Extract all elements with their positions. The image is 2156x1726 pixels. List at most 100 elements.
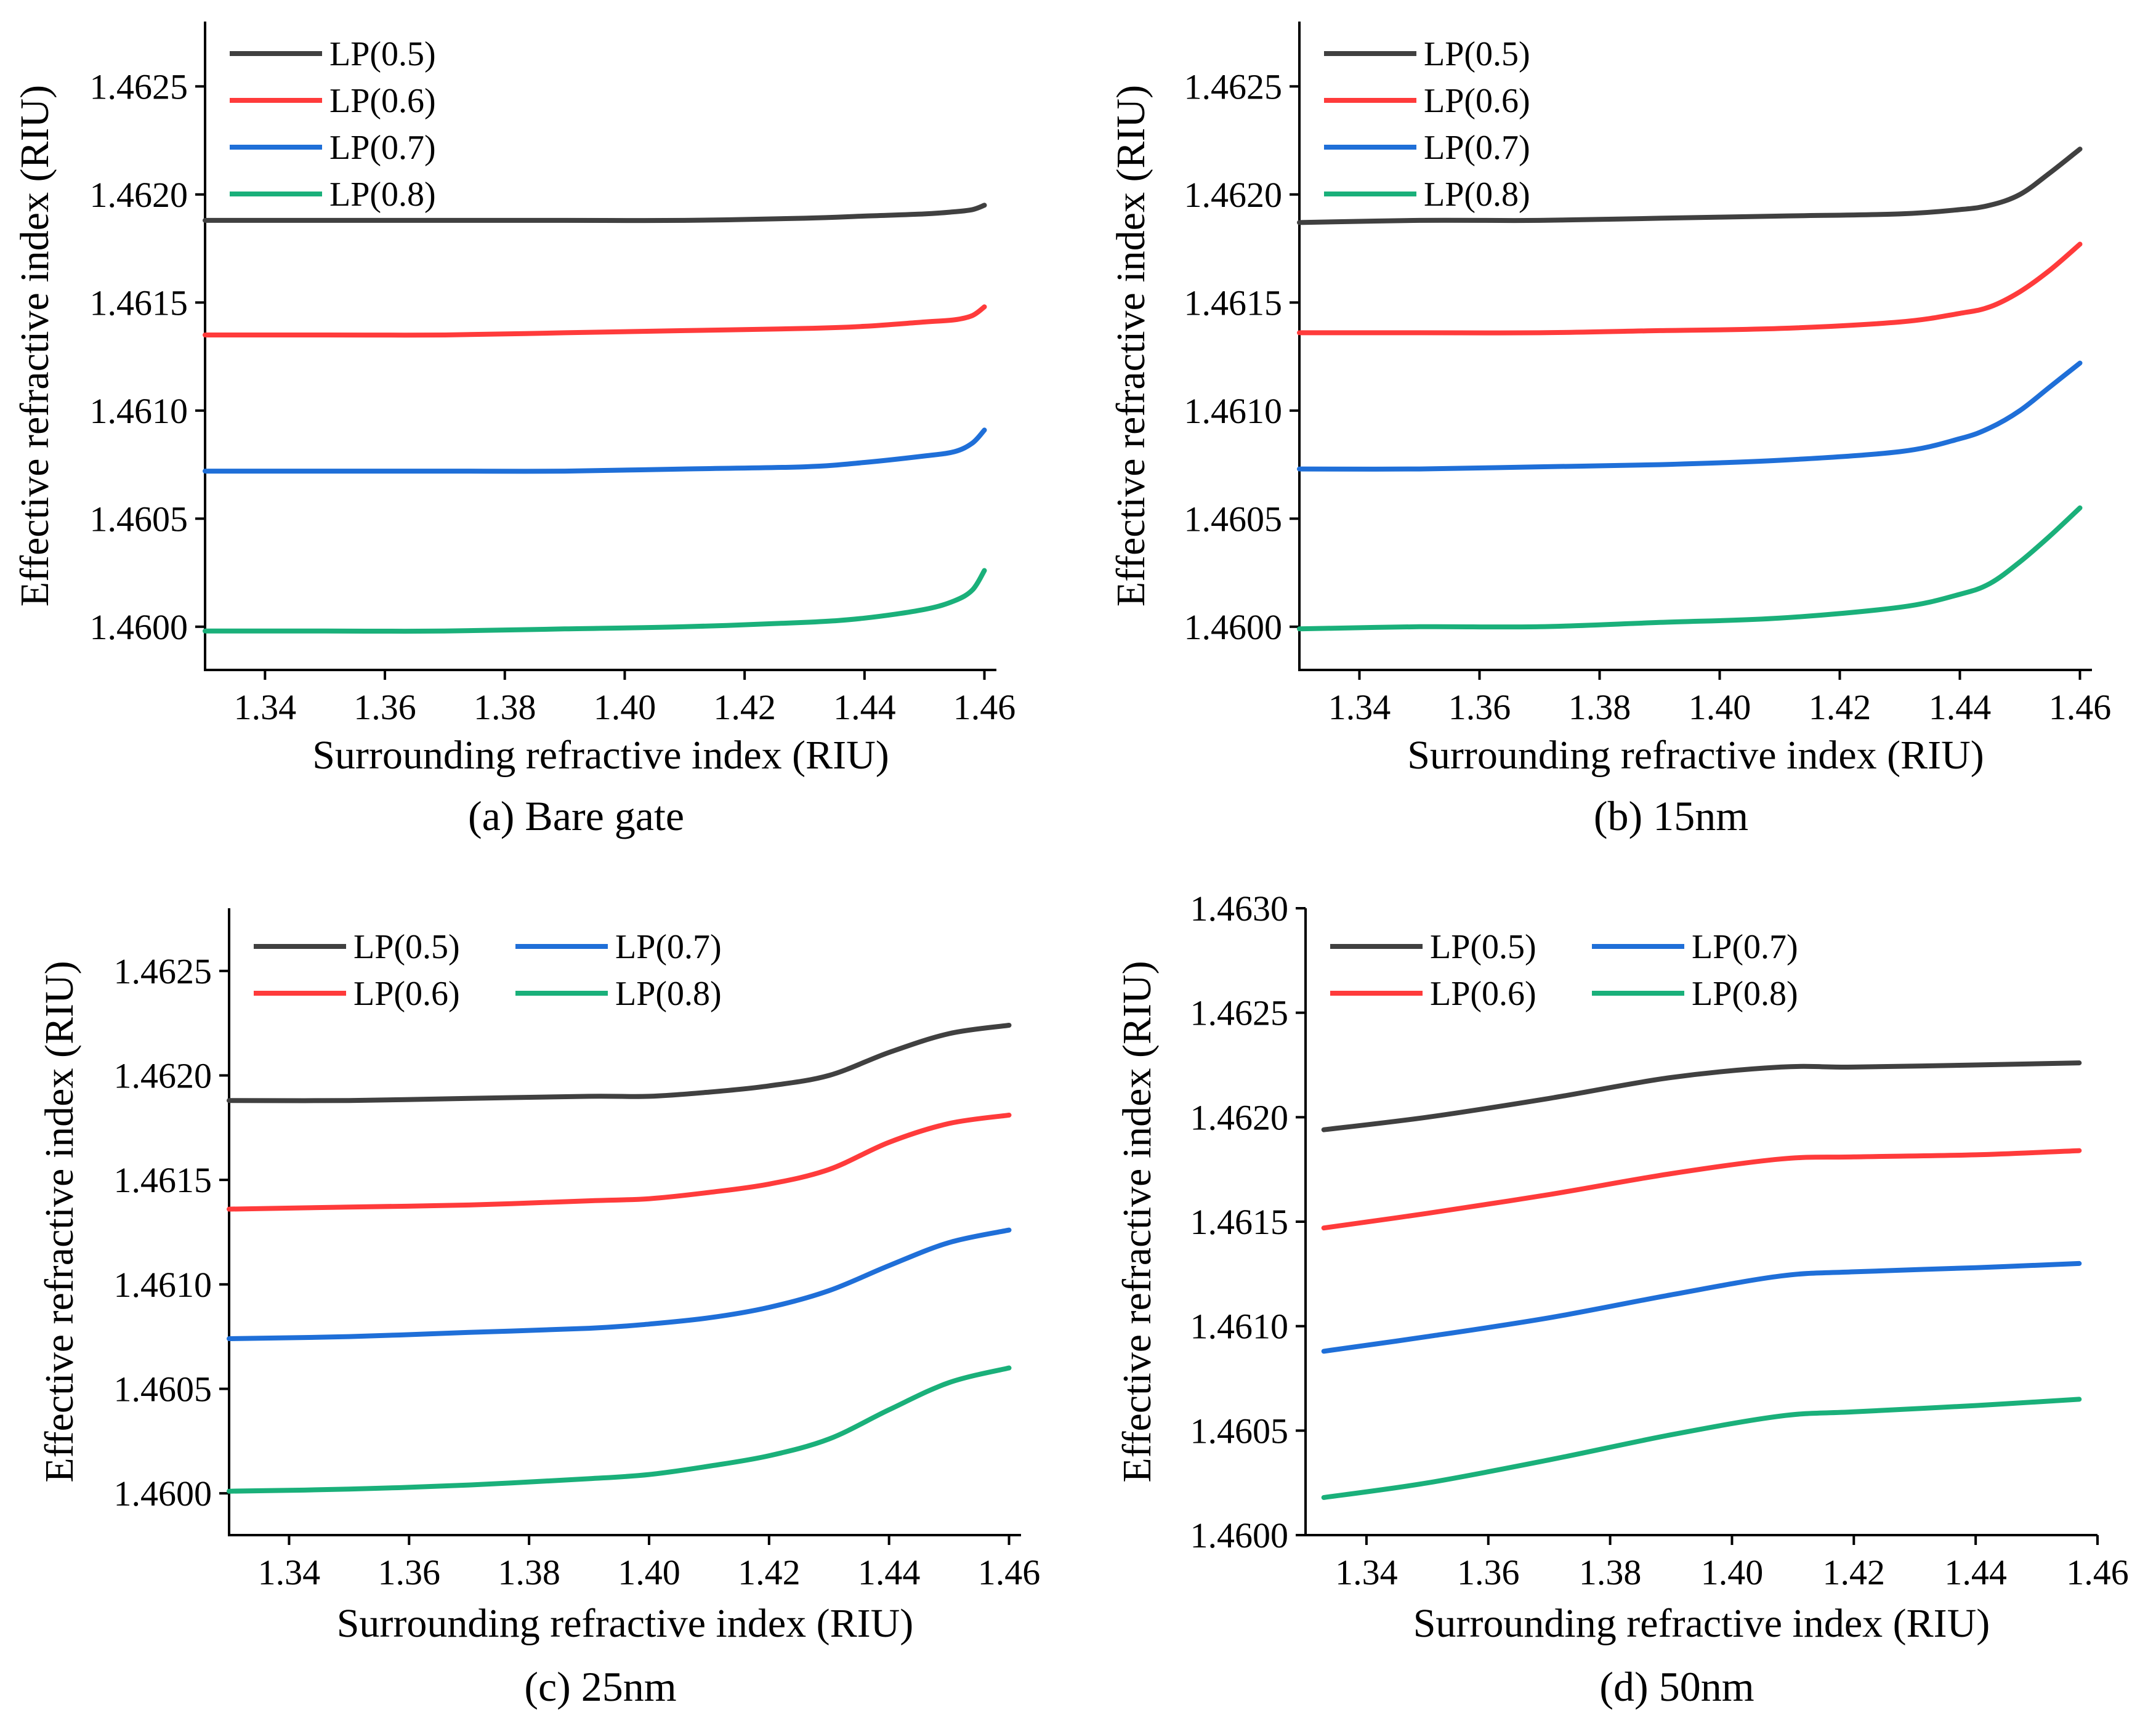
series-line-LP05 bbox=[203, 203, 987, 224]
y-tick-label: 1.4605 bbox=[114, 1369, 212, 1409]
y-tick-label: 1.4615 bbox=[1184, 283, 1283, 323]
x-tick-label: 1.40 bbox=[594, 687, 656, 727]
axes-frame bbox=[228, 908, 1021, 1536]
series-line-LP07 bbox=[203, 427, 987, 474]
y-tick-label: 1.4605 bbox=[90, 499, 188, 539]
y-tick-label: 1.4625 bbox=[1184, 67, 1283, 107]
series-line-LP08 bbox=[1321, 1397, 2082, 1500]
y-tick-label: 1.4615 bbox=[1190, 1202, 1289, 1242]
x-tick-label: 1.34 bbox=[258, 1552, 321, 1592]
x-tick-label: 1.46 bbox=[2049, 687, 2112, 727]
y-tick-label: 1.4620 bbox=[90, 175, 188, 215]
legend-label: LP(0.5) bbox=[1430, 928, 1536, 966]
series-line-LP08 bbox=[203, 568, 987, 634]
series-line-LP08 bbox=[227, 1365, 1012, 1494]
x-axis-title: Surrounding refractive index (RIU) bbox=[312, 733, 889, 778]
y-tick-label: 1.4605 bbox=[1190, 1411, 1289, 1451]
y-tick-label: 1.4630 bbox=[1190, 889, 1289, 929]
axes-frame bbox=[1298, 22, 2092, 671]
x-tick-label: 1.42 bbox=[1809, 687, 1871, 727]
x-tick-label: 1.40 bbox=[1701, 1552, 1764, 1592]
x-axis-title: Surrounding refractive index (RIU) bbox=[337, 1601, 914, 1646]
legend-label: LP(0.5) bbox=[353, 928, 460, 966]
legend-label: LP(0.5) bbox=[1424, 35, 1530, 73]
x-axis-title: Surrounding refractive index (RIU) bbox=[1413, 1601, 1990, 1646]
panel-caption: (c) 25nm bbox=[524, 1663, 676, 1710]
y-tick-label: 1.4625 bbox=[1190, 993, 1289, 1033]
y-tick-label: 1.4610 bbox=[114, 1265, 212, 1305]
y-tick-label: 1.4625 bbox=[114, 951, 212, 991]
y-tick-label: 1.4600 bbox=[1184, 607, 1283, 647]
y-tick-label: 1.4610 bbox=[90, 391, 188, 431]
y-axis-title: Effective refractive index (RIU) bbox=[1108, 85, 1153, 607]
legend-label: LP(0.7) bbox=[329, 129, 436, 167]
x-tick-label: 1.34 bbox=[234, 687, 297, 727]
series-line-LP05 bbox=[1321, 1060, 2082, 1132]
legend-label: LP(0.7) bbox=[615, 928, 722, 966]
legend-label: LP(0.8) bbox=[329, 175, 436, 214]
y-tick-label: 1.4600 bbox=[114, 1474, 212, 1514]
series-line-LP07 bbox=[227, 1227, 1012, 1341]
y-tick-label: 1.4620 bbox=[1184, 175, 1283, 215]
x-tick-label: 1.40 bbox=[618, 1552, 680, 1592]
legend-label: LP(0.8) bbox=[1692, 975, 1798, 1013]
y-tick-label: 1.4610 bbox=[1184, 391, 1283, 431]
x-tick-label: 1.40 bbox=[1689, 687, 1751, 727]
x-tick-label: 1.34 bbox=[1328, 687, 1391, 727]
axes-frame bbox=[204, 22, 996, 671]
y-tick-label: 1.4600 bbox=[90, 607, 188, 647]
legend-label: LP(0.5) bbox=[329, 35, 436, 73]
x-tick-label: 1.46 bbox=[953, 687, 1016, 727]
y-tick-label: 1.4620 bbox=[114, 1055, 212, 1095]
series-line-LP06 bbox=[1321, 1148, 2082, 1231]
legend-label: LP(0.6) bbox=[353, 975, 460, 1013]
y-tick-label: 1.4625 bbox=[90, 67, 188, 107]
panel-a: 1.34 1.36 1.38 1.40 1.42 1.44 1.46 1.4600 1.4605… bbox=[12, 22, 1015, 839]
x-tick-label: 1.38 bbox=[474, 687, 536, 727]
x-tick-label: 1.42 bbox=[738, 1552, 801, 1592]
panel-b: 1.34 1.36 1.38 1.40 1.42 1.44 1.46 1.4600 1.4605… bbox=[1108, 22, 2111, 839]
legend: LP(0.5) LP(0.7) LP(0.6) LP(0.8) bbox=[1330, 928, 1798, 1013]
x-tick-label: 1.44 bbox=[858, 1552, 921, 1592]
x-tick-label: 1.36 bbox=[1448, 687, 1511, 727]
series-line-LP05 bbox=[227, 1023, 1012, 1103]
series-line-LP06 bbox=[1297, 241, 2083, 336]
x-tick-label: 1.36 bbox=[353, 687, 416, 727]
series-line-LP05 bbox=[1297, 147, 2083, 225]
y-tick-label: 1.4605 bbox=[1184, 499, 1283, 539]
y-tick-label: 1.4600 bbox=[1190, 1515, 1289, 1555]
x-tick-label: 1.36 bbox=[1457, 1552, 1520, 1592]
panel-caption: (d) 50nm bbox=[1599, 1663, 1754, 1710]
panel-caption: (a) Bare gate bbox=[468, 792, 684, 839]
legend: LP(0.5) LP(0.7) LP(0.6) LP(0.8) bbox=[254, 928, 722, 1013]
y-axis-title: Effective refractive index (RIU) bbox=[37, 961, 82, 1482]
x-tick-label: 1.42 bbox=[713, 687, 776, 727]
x-tick-label: 1.42 bbox=[1823, 1552, 1886, 1592]
y-tick-label: 1.4620 bbox=[1190, 1097, 1289, 1137]
x-tick-label: 1.44 bbox=[1929, 687, 1992, 727]
x-tick-label: 1.46 bbox=[2066, 1552, 2129, 1592]
x-tick-label: 1.38 bbox=[1579, 1552, 1642, 1592]
x-tick-label: 1.44 bbox=[1944, 1552, 2007, 1592]
legend-label: LP(0.7) bbox=[1424, 129, 1530, 167]
series-line-LP08 bbox=[1297, 505, 2083, 632]
y-axis-title: Effective refractive index (RIU) bbox=[1115, 961, 1160, 1482]
x-tick-label: 1.38 bbox=[1569, 687, 1631, 727]
series-line-LP07 bbox=[1321, 1260, 2082, 1354]
y-tick-label: 1.4615 bbox=[114, 1160, 212, 1200]
y-axis-title: Effective refractive index (RIU) bbox=[12, 85, 57, 607]
series-line-LP06 bbox=[227, 1112, 1012, 1212]
panel-caption: (b) 15nm bbox=[1594, 792, 1748, 839]
y-tick-label: 1.4610 bbox=[1190, 1307, 1289, 1347]
legend-label: LP(0.8) bbox=[615, 975, 722, 1013]
panel-d: 1.34 1.36 1.38 1.40 1.42 1.44 1.46 1.4600 1.4605… bbox=[1115, 889, 2129, 1710]
x-tick-label: 1.44 bbox=[833, 687, 896, 727]
legend-label: LP(0.6) bbox=[1430, 975, 1536, 1013]
series-line-LP06 bbox=[203, 304, 987, 338]
panel-c: 1.34 1.36 1.38 1.40 1.42 1.44 1.46 1.4600 1.4605… bbox=[37, 908, 1040, 1710]
x-axis-title: Surrounding refractive index (RIU) bbox=[1407, 733, 1984, 778]
legend-label: LP(0.7) bbox=[1692, 928, 1798, 966]
x-tick-label: 1.36 bbox=[378, 1552, 441, 1592]
legend-label: LP(0.8) bbox=[1424, 175, 1530, 214]
